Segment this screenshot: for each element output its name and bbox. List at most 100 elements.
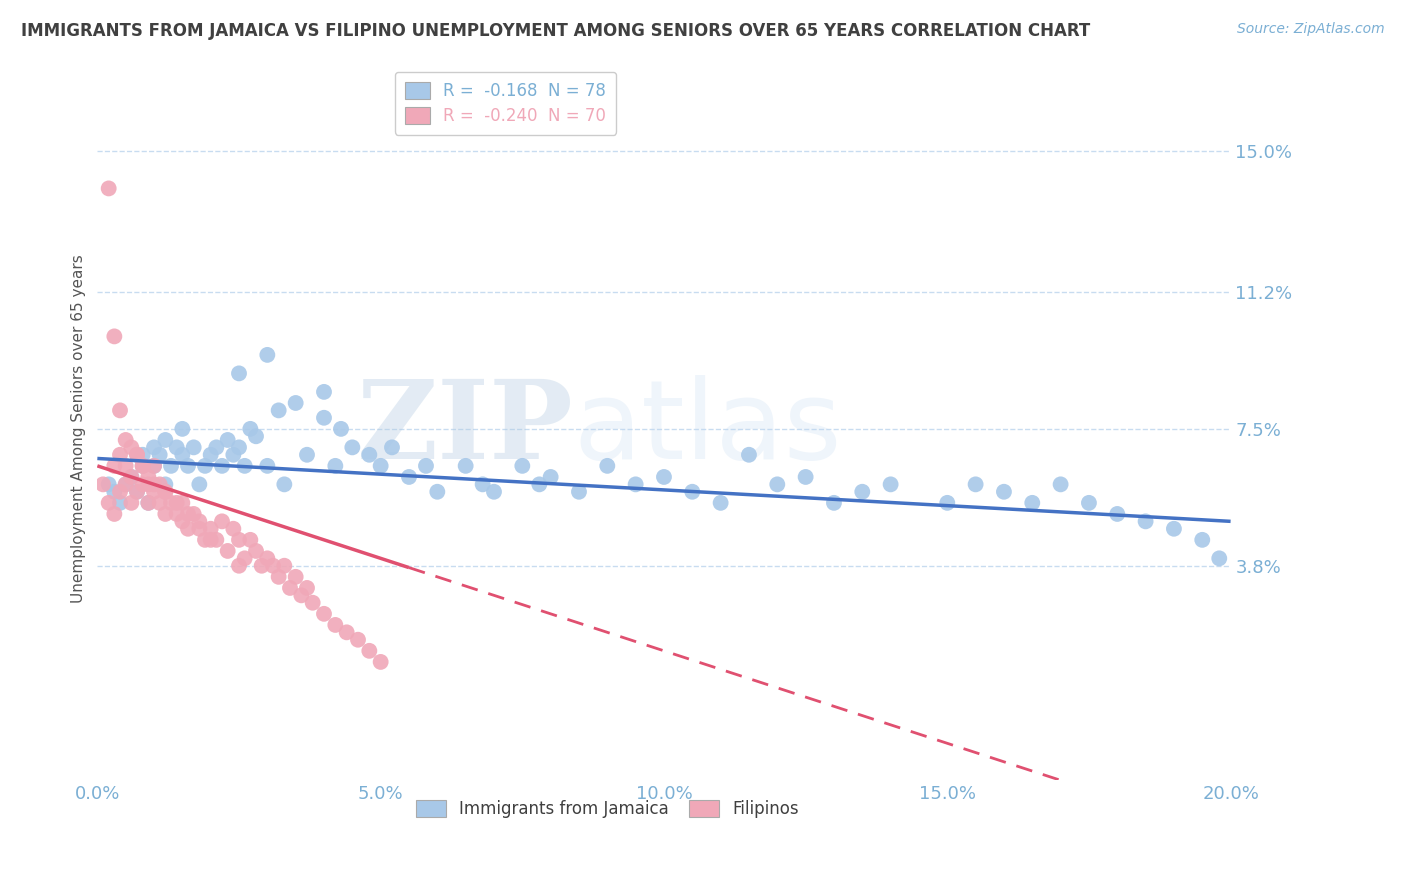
Point [278,581,301,595]
Point [177,507,200,521]
Point [936,496,959,510]
Point [301,596,323,610]
Point [228,558,250,573]
Point [103,329,125,343]
Point [284,570,307,584]
Point [312,410,335,425]
Point [290,588,312,602]
Point [183,441,205,455]
Point [131,477,153,491]
Point [738,448,761,462]
Point [149,448,172,462]
Point [177,458,200,473]
Point [794,470,817,484]
Point [211,458,233,473]
Point [381,441,404,455]
Point [228,367,250,381]
Point [239,422,262,436]
Point [103,507,125,521]
Point [233,458,256,473]
Point [217,433,239,447]
Point [97,496,120,510]
Point [114,477,136,491]
Point [97,477,120,491]
Point [370,458,392,473]
Point [172,496,194,510]
Point [172,422,194,436]
Point [194,458,217,473]
Point [250,558,273,573]
Point [359,644,381,658]
Point [97,181,120,195]
Point [965,477,987,491]
Point [166,507,188,521]
Point [155,433,177,447]
Point [120,496,142,510]
Point [131,458,153,473]
Point [143,458,166,473]
Point [256,551,278,566]
Point [342,441,364,455]
Point [233,551,256,566]
Point [188,514,211,528]
Point [114,458,136,473]
Point [120,441,142,455]
Point [205,441,228,455]
Point [325,458,347,473]
Point [91,477,114,491]
Point [149,477,172,491]
Point [125,484,148,499]
Point [267,403,290,417]
Point [155,477,177,491]
Point [1163,522,1185,536]
Point [347,632,370,647]
Point [426,484,449,499]
Point [188,477,211,491]
Point [155,507,177,521]
Point [471,477,494,491]
Point [125,484,148,499]
Point [273,477,295,491]
Point [103,484,125,499]
Point [330,422,353,436]
Point [710,496,733,510]
Point [359,448,381,462]
Point [312,607,335,621]
Point [295,581,318,595]
Point [1021,496,1043,510]
Point [295,448,318,462]
Point [143,484,166,499]
Point [131,448,153,462]
Point [217,544,239,558]
Point [993,484,1015,499]
Text: atlas: atlas [574,376,842,483]
Point [681,484,703,499]
Point [228,441,250,455]
Point [398,470,420,484]
Point [172,448,194,462]
Point [143,441,166,455]
Point [114,477,136,491]
Point [149,496,172,510]
Point [262,558,284,573]
Point [108,496,131,510]
Point [172,514,194,528]
Point [879,477,901,491]
Point [166,496,188,510]
Point [415,458,437,473]
Point [188,522,211,536]
Point [108,403,131,417]
Text: ZIP: ZIP [357,376,574,483]
Point [143,477,166,491]
Point [160,496,183,510]
Point [245,429,267,443]
Legend: Immigrants from Jamaica, Filipinos: Immigrants from Jamaica, Filipinos [409,793,806,825]
Point [120,470,142,484]
Point [1077,496,1099,510]
Point [177,522,200,536]
Point [138,470,160,484]
Point [183,507,205,521]
Point [312,384,335,399]
Point [103,458,125,473]
Point [120,470,142,484]
